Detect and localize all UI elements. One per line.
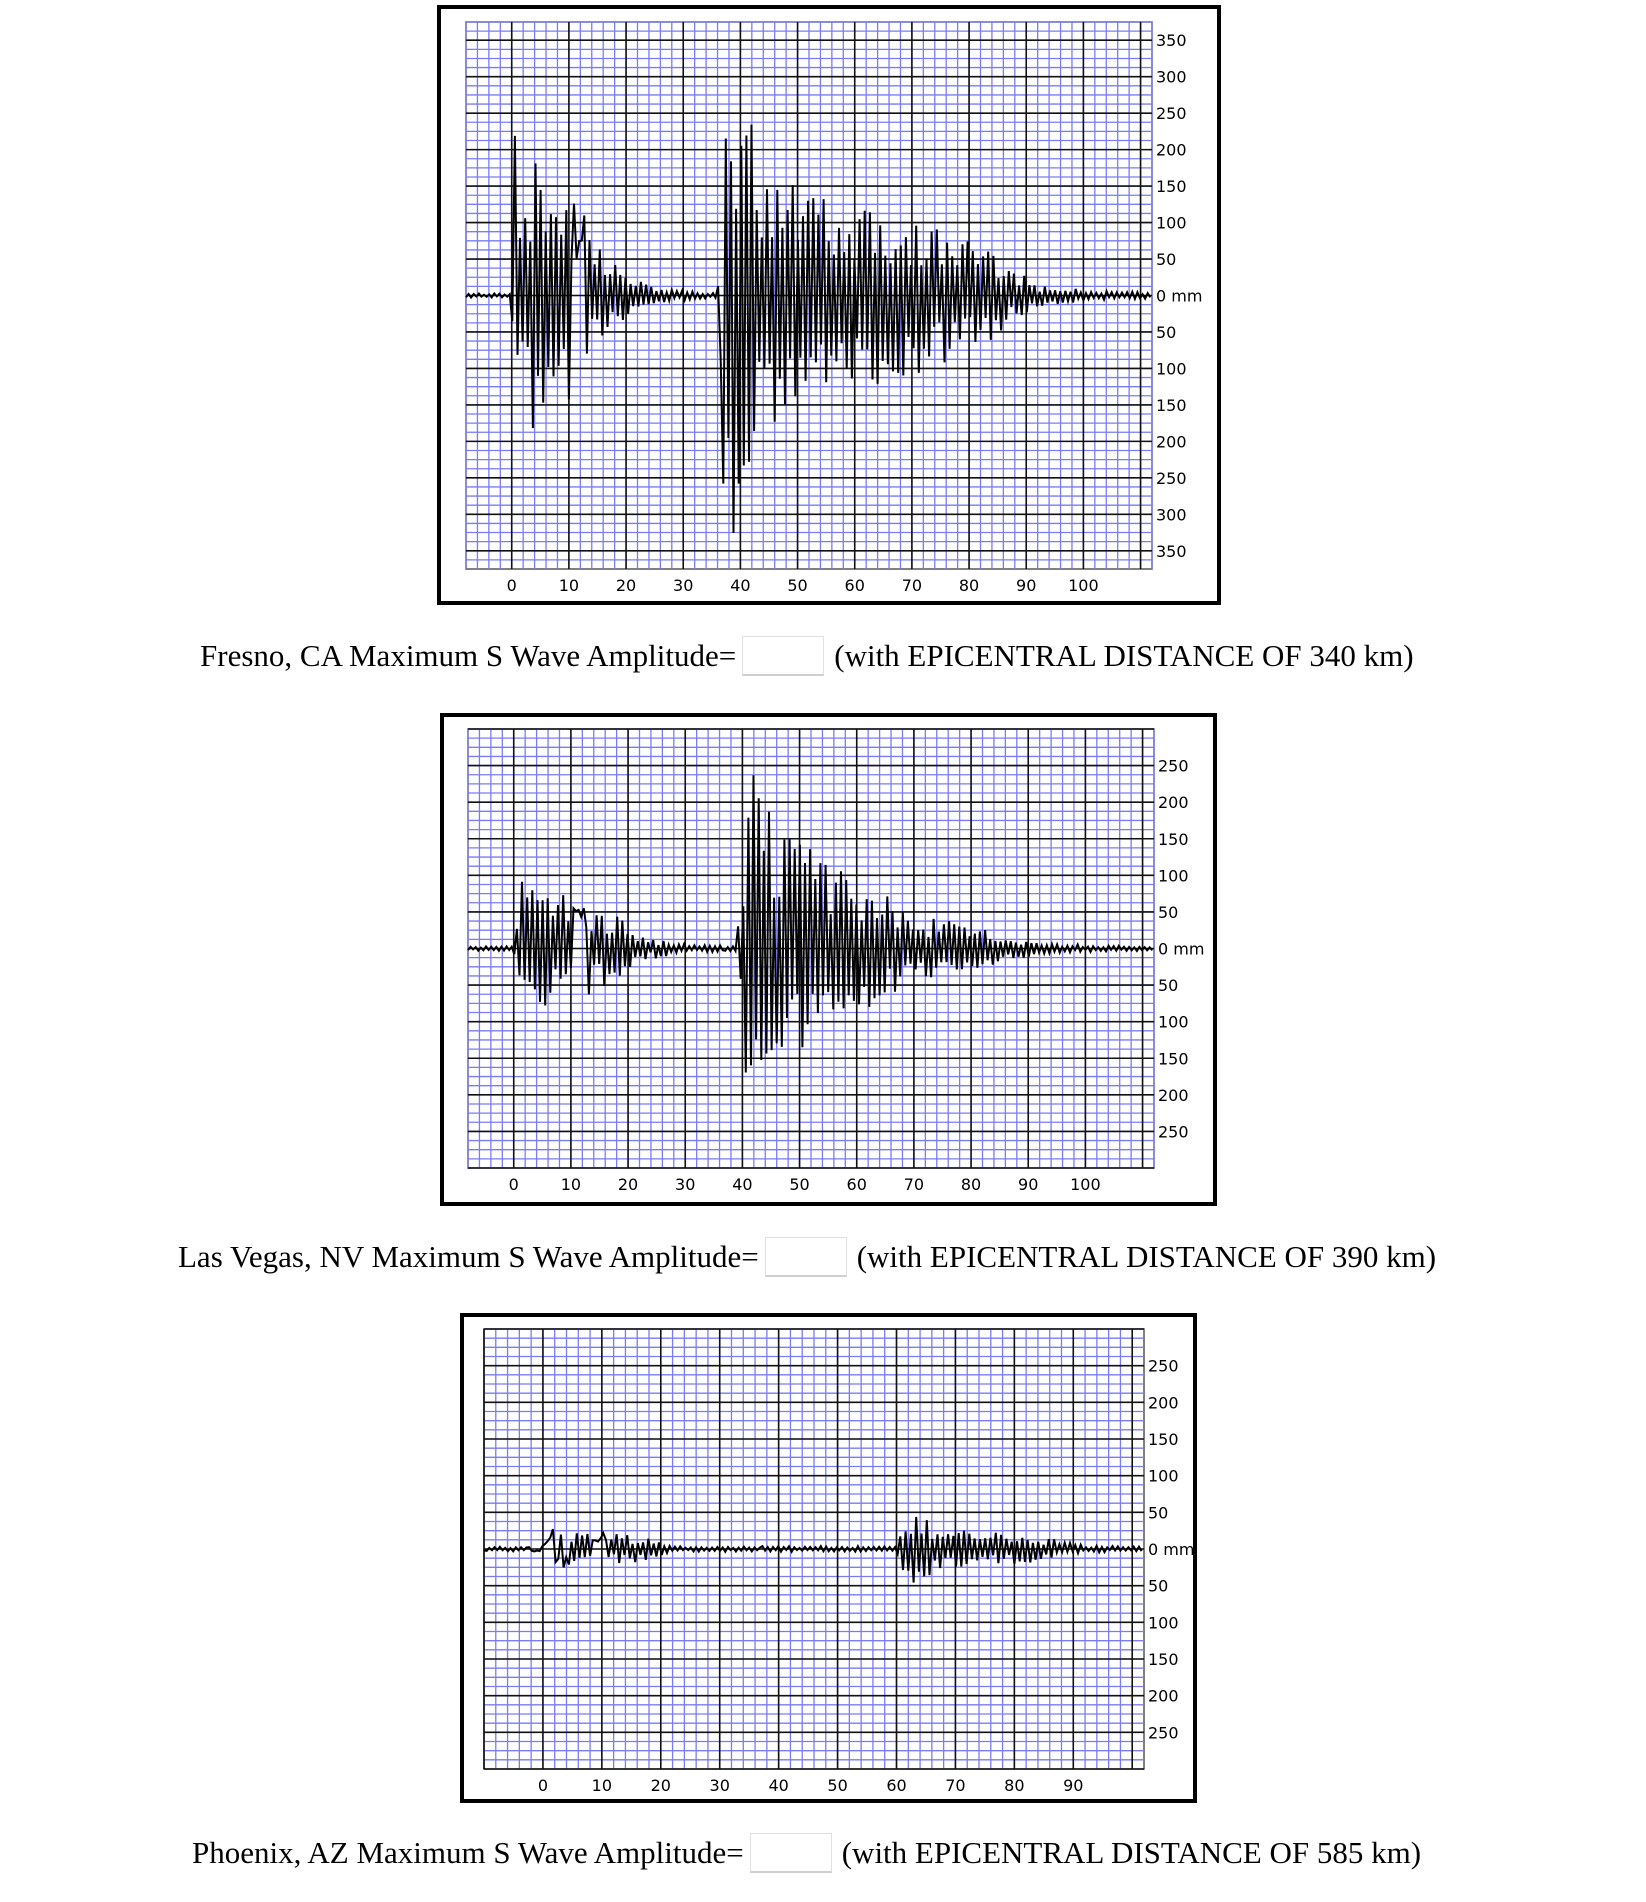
svg-text:40: 40	[730, 576, 750, 595]
svg-text:60: 60	[886, 1776, 906, 1795]
svg-text:150: 150	[1148, 1650, 1179, 1669]
grid	[465, 21, 1153, 569]
svg-text:100: 100	[1156, 359, 1187, 378]
caption-phoenix-prefix: Phoenix, AZ Maximum S Wave Amplitude=	[192, 1835, 744, 1870]
svg-text:20: 20	[616, 576, 636, 595]
caption-fresno: Fresno, CA Maximum S Wave Amplitude= (wi…	[200, 636, 1414, 676]
caption-las-vegas-prefix: Las Vegas, NV Maximum S Wave Amplitude=	[178, 1239, 759, 1274]
svg-text:30: 30	[673, 576, 693, 595]
svg-text:150: 150	[1156, 177, 1187, 196]
caption-las-vegas: Las Vegas, NV Maximum S Wave Amplitude= …	[178, 1237, 1436, 1277]
svg-text:250: 250	[1156, 469, 1187, 488]
svg-text:0 mm: 0 mm	[1158, 940, 1204, 959]
svg-text:70: 70	[945, 1776, 965, 1795]
svg-text:100: 100	[1148, 1467, 1179, 1486]
svg-text:250: 250	[1148, 1723, 1179, 1742]
caption-phoenix-suffix: (with EPICENTRAL DISTANCE OF 585 km)	[841, 1835, 1422, 1870]
svg-text:40: 40	[732, 1175, 752, 1194]
svg-text:10: 10	[561, 1175, 581, 1194]
svg-text:300: 300	[1156, 505, 1187, 524]
svg-text:100: 100	[1068, 576, 1099, 595]
svg-text:70: 70	[902, 576, 922, 595]
svg-text:30: 30	[710, 1776, 730, 1795]
seismogram-chart-fresno: 0 10 20 30 40 50 60 70 80 90 100 350 300 250 200 150 100…	[465, 21, 1202, 595]
svg-text:90: 90	[1016, 576, 1036, 595]
svg-text:10: 10	[592, 1776, 612, 1795]
svg-text:50: 50	[1156, 250, 1176, 269]
svg-text:200: 200	[1156, 432, 1187, 451]
seismogram-frame-las-vegas: 0 10 20 30 40 50 60 70 80 90 100 250 200 150 100 50 0 mm…	[440, 713, 1217, 1206]
seismic-trace	[467, 775, 1154, 1073]
svg-text:250: 250	[1156, 104, 1187, 123]
svg-text:20: 20	[618, 1175, 638, 1194]
svg-text:0: 0	[509, 1175, 519, 1194]
svg-text:80: 80	[959, 576, 979, 595]
svg-text:100: 100	[1158, 866, 1189, 885]
seismogram-frame-fresno: 0 10 20 30 40 50 60 70 80 90 100 350 300 250 200 150 100…	[437, 5, 1221, 605]
seismic-trace	[483, 1516, 1143, 1583]
svg-text:50: 50	[1158, 976, 1178, 995]
svg-text:20: 20	[651, 1776, 671, 1795]
svg-text:50: 50	[1148, 1577, 1168, 1596]
svg-text:50: 50	[1148, 1503, 1168, 1522]
svg-text:40: 40	[768, 1776, 788, 1795]
grid	[467, 728, 1155, 1169]
svg-text:50: 50	[1158, 903, 1178, 922]
seismogram-frame-phoenix: 0 10 20 30 40 50 60 70 80 90 250 200 150 100 50 0 mm 50 1…	[460, 1313, 1197, 1803]
svg-text:250: 250	[1158, 1122, 1189, 1141]
svg-text:150: 150	[1158, 830, 1189, 849]
svg-text:100: 100	[1148, 1613, 1179, 1632]
caption-phoenix: Phoenix, AZ Maximum S Wave Amplitude= (w…	[192, 1833, 1421, 1873]
svg-text:10: 10	[559, 576, 579, 595]
svg-text:100: 100	[1156, 214, 1187, 233]
svg-text:0 mm: 0 mm	[1156, 287, 1202, 306]
seismogram-chart-phoenix: 0 10 20 30 40 50 60 70 80 90 250 200 150 100 50 0 mm 50 1…	[483, 1328, 1193, 1795]
svg-text:200: 200	[1158, 793, 1189, 812]
svg-text:90: 90	[1018, 1175, 1038, 1194]
svg-text:200: 200	[1148, 1393, 1179, 1412]
seismogram-chart-las-vegas: 0 10 20 30 40 50 60 70 80 90 100 250 200 150 100 50 0 mm…	[467, 728, 1204, 1194]
svg-text:250: 250	[1158, 757, 1189, 776]
amplitude-input-fresno[interactable]	[742, 636, 825, 676]
svg-text:150: 150	[1148, 1430, 1179, 1449]
svg-text:200: 200	[1148, 1687, 1179, 1706]
svg-text:250: 250	[1148, 1357, 1179, 1376]
svg-text:50: 50	[789, 1175, 809, 1194]
svg-text:150: 150	[1156, 396, 1187, 415]
svg-text:350: 350	[1156, 542, 1187, 561]
amplitude-input-las-vegas[interactable]	[764, 1237, 847, 1277]
svg-text:30: 30	[675, 1175, 695, 1194]
svg-text:90: 90	[1063, 1776, 1083, 1795]
svg-text:0 mm: 0 mm	[1148, 1540, 1193, 1559]
svg-text:80: 80	[1004, 1776, 1024, 1795]
svg-text:150: 150	[1158, 1049, 1189, 1068]
caption-las-vegas-suffix: (with EPICENTRAL DISTANCE OF 390 km)	[856, 1239, 1437, 1274]
svg-text:200: 200	[1156, 141, 1187, 160]
svg-text:80: 80	[961, 1175, 981, 1194]
svg-text:0: 0	[507, 576, 517, 595]
amplitude-input-phoenix[interactable]	[749, 1833, 832, 1873]
svg-text:60: 60	[847, 1175, 867, 1194]
svg-text:200: 200	[1158, 1086, 1189, 1105]
caption-fresno-suffix: (with EPICENTRAL DISTANCE OF 340 km)	[834, 638, 1414, 673]
svg-text:50: 50	[1156, 323, 1176, 342]
svg-text:100: 100	[1070, 1175, 1101, 1194]
seismic-trace	[465, 124, 1152, 534]
svg-text:70: 70	[904, 1175, 924, 1194]
svg-text:50: 50	[787, 576, 807, 595]
svg-text:50: 50	[827, 1776, 847, 1795]
svg-text:0: 0	[538, 1776, 548, 1795]
svg-text:60: 60	[845, 576, 865, 595]
svg-text:350: 350	[1156, 31, 1187, 50]
caption-fresno-prefix: Fresno, CA Maximum S Wave Amplitude=	[200, 638, 737, 673]
svg-text:300: 300	[1156, 68, 1187, 87]
svg-text:100: 100	[1158, 1013, 1189, 1032]
